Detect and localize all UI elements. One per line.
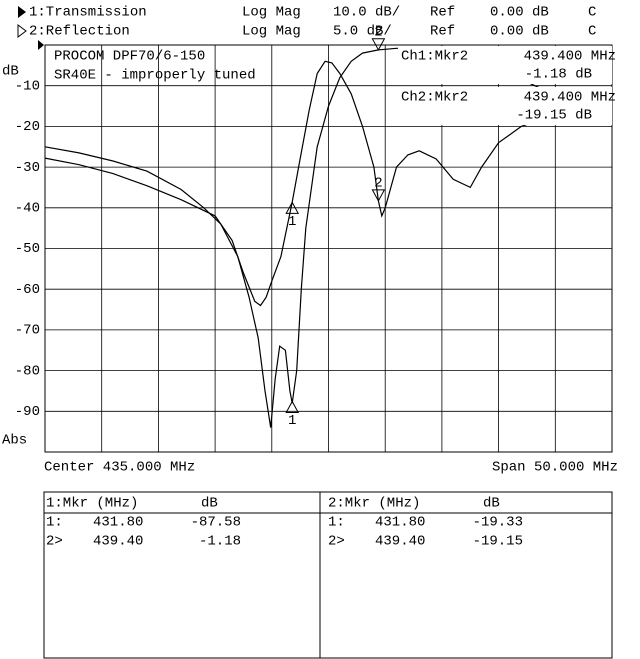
marker bbox=[371, 38, 386, 51]
readout-freq: 439.400 MHz bbox=[524, 49, 616, 65]
marker-label: 1 bbox=[288, 214, 296, 230]
ref-label: Ref bbox=[430, 24, 455, 40]
footer-left: Center 435.000 MHz bbox=[44, 460, 195, 476]
table-cell: 431.80 bbox=[375, 515, 425, 531]
table-cell: 2> bbox=[328, 534, 345, 550]
table-header: 2:Mkr (MHz) bbox=[328, 496, 420, 512]
readout-label: Ch1:Mkr2 bbox=[401, 49, 468, 65]
readout-value: -1.18 dB bbox=[525, 67, 592, 83]
channel-arrow bbox=[17, 24, 27, 38]
y-tick-label: -80 bbox=[15, 363, 40, 379]
y-tick-label: -10 bbox=[15, 78, 40, 94]
table-cell: 439.40 bbox=[93, 534, 143, 550]
title: PROCOM DPF70/6-150 bbox=[54, 49, 205, 65]
channel-format: Log Mag bbox=[242, 24, 301, 40]
marker-label: 2 bbox=[374, 176, 382, 192]
y-tick-label: -20 bbox=[15, 119, 40, 135]
channel-name: 1:Transmission bbox=[29, 5, 147, 21]
readout-label: Ch2:Mkr2 bbox=[401, 90, 468, 106]
table-cell: -87.58 bbox=[191, 515, 241, 531]
ref-value: 0.00 dB bbox=[490, 5, 549, 21]
channel-scale: 5.0 dB/ bbox=[333, 24, 392, 40]
table-header: dB bbox=[201, 496, 218, 512]
marker-label: 2 bbox=[374, 25, 382, 41]
y-label: dB bbox=[2, 64, 19, 80]
readout-bg bbox=[398, 87, 612, 125]
coupling: C bbox=[588, 5, 596, 21]
table-cell: -19.33 bbox=[473, 515, 523, 531]
table-cell: 439.40 bbox=[375, 534, 425, 550]
readout-freq: 439.400 MHz bbox=[524, 90, 616, 106]
ref-value: 0.00 dB bbox=[490, 24, 549, 40]
marker bbox=[371, 189, 386, 202]
active-channel-arrow bbox=[18, 6, 26, 18]
marker-label: 1 bbox=[288, 413, 296, 429]
y-tick-label: -50 bbox=[15, 241, 40, 257]
marker bbox=[285, 201, 300, 214]
marker bbox=[285, 400, 300, 413]
ref-label: Ref bbox=[430, 5, 455, 21]
table-header: dB bbox=[483, 496, 500, 512]
table-cell: -19.15 bbox=[473, 534, 523, 550]
y-tick-label: -70 bbox=[15, 323, 40, 339]
ref-pointer bbox=[38, 40, 44, 50]
readout-bg bbox=[398, 46, 612, 84]
table-cell: 1: bbox=[46, 515, 63, 531]
y-tick-label: -60 bbox=[15, 282, 40, 298]
coupling: C bbox=[588, 24, 596, 40]
readout-value: -19.15 dB bbox=[516, 108, 592, 124]
trace bbox=[44, 60, 613, 307]
channel-scale: 10.0 dB/ bbox=[333, 5, 400, 21]
footer-right: Span 50.000 MHz bbox=[492, 460, 618, 476]
channel-name: 2:Reflection bbox=[29, 24, 130, 40]
channel-format: Log Mag bbox=[242, 5, 301, 21]
y-tick-label: -90 bbox=[15, 404, 40, 420]
table-cell: 431.80 bbox=[93, 515, 143, 531]
table-cell: 2> bbox=[46, 534, 63, 550]
y-tick-label: -40 bbox=[15, 201, 40, 217]
table-header: 1:Mkr (MHz) bbox=[46, 496, 138, 512]
table-cell: -1.18 bbox=[199, 534, 241, 550]
table-cell: 1: bbox=[328, 515, 345, 531]
y-tick-label: -30 bbox=[15, 160, 40, 176]
marker-table-frame bbox=[43, 491, 613, 659]
y-format-label: Abs bbox=[2, 433, 27, 449]
subtitle: SR40E - improperly tuned bbox=[54, 68, 256, 84]
